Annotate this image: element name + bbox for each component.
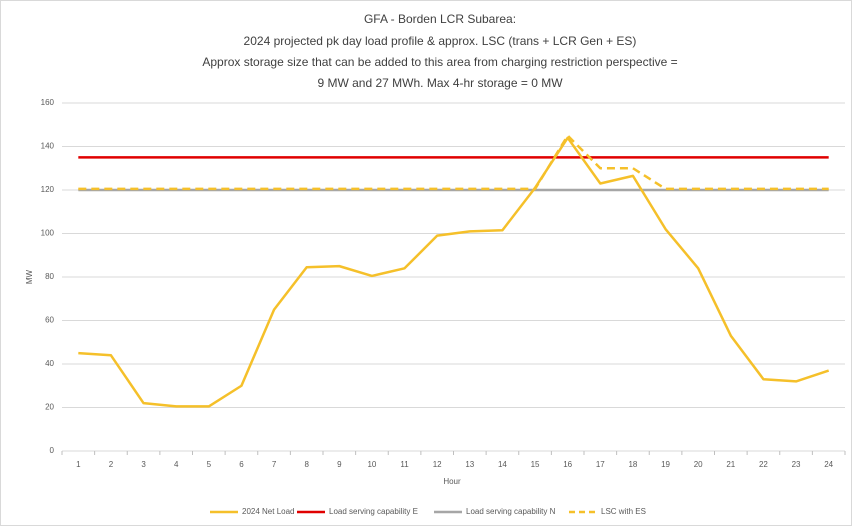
x-tick-label: 11 [400, 460, 409, 469]
chart-title: GFA - Borden LCR Subarea: [364, 12, 516, 26]
x-tick-label: 18 [628, 460, 637, 469]
y-tick-label: 40 [45, 359, 54, 368]
x-tick-label: 12 [433, 460, 442, 469]
chart-title: 2024 projected pk day load profile & app… [244, 34, 637, 48]
y-tick-label: 160 [41, 98, 55, 107]
y-tick-label: 60 [45, 316, 54, 325]
chart-title: Approx storage size that can be added to… [202, 55, 677, 69]
x-tick-label: 10 [367, 460, 376, 469]
x-axis-label: Hour [443, 477, 461, 486]
y-axis-label: MW [25, 269, 34, 284]
x-tick-label: 2 [109, 460, 114, 469]
x-tick-label: 5 [207, 460, 212, 469]
x-tick-label: 3 [141, 460, 146, 469]
x-tick-label: 17 [596, 460, 605, 469]
y-tick-label: 0 [50, 446, 55, 455]
series-line [78, 136, 830, 408]
x-tick-label: 4 [174, 460, 179, 469]
x-tick-label: 19 [661, 460, 670, 469]
x-tick-label: 21 [726, 460, 735, 469]
y-tick-label: 80 [45, 272, 54, 281]
x-tick-label: 14 [498, 460, 507, 469]
y-tick-label: 100 [41, 229, 55, 238]
legend-label: 2024 Net Load [242, 507, 295, 516]
x-tick-label: 24 [824, 460, 833, 469]
x-tick-label: 15 [531, 460, 540, 469]
legend-label: Load serving capability N [466, 507, 556, 516]
x-tick-label: 20 [694, 460, 703, 469]
y-tick-label: 140 [41, 142, 55, 151]
y-tick-label: 20 [45, 403, 54, 412]
x-tick-label: 8 [304, 460, 309, 469]
x-tick-label: 22 [759, 460, 768, 469]
legend-label: Load serving capability E [329, 507, 418, 516]
chart-title: 9 MW and 27 MWh. Max 4-hr storage = 0 MW [317, 76, 563, 90]
x-tick-label: 23 [792, 460, 801, 469]
x-tick-label: 1 [76, 460, 81, 469]
x-tick-label: 6 [239, 460, 244, 469]
legend-label: LSC with ES [601, 507, 646, 516]
x-tick-label: 7 [272, 460, 277, 469]
x-tick-label: 9 [337, 460, 342, 469]
y-tick-label: 120 [41, 185, 55, 194]
x-tick-label: 16 [563, 460, 572, 469]
x-tick-label: 13 [465, 460, 474, 469]
